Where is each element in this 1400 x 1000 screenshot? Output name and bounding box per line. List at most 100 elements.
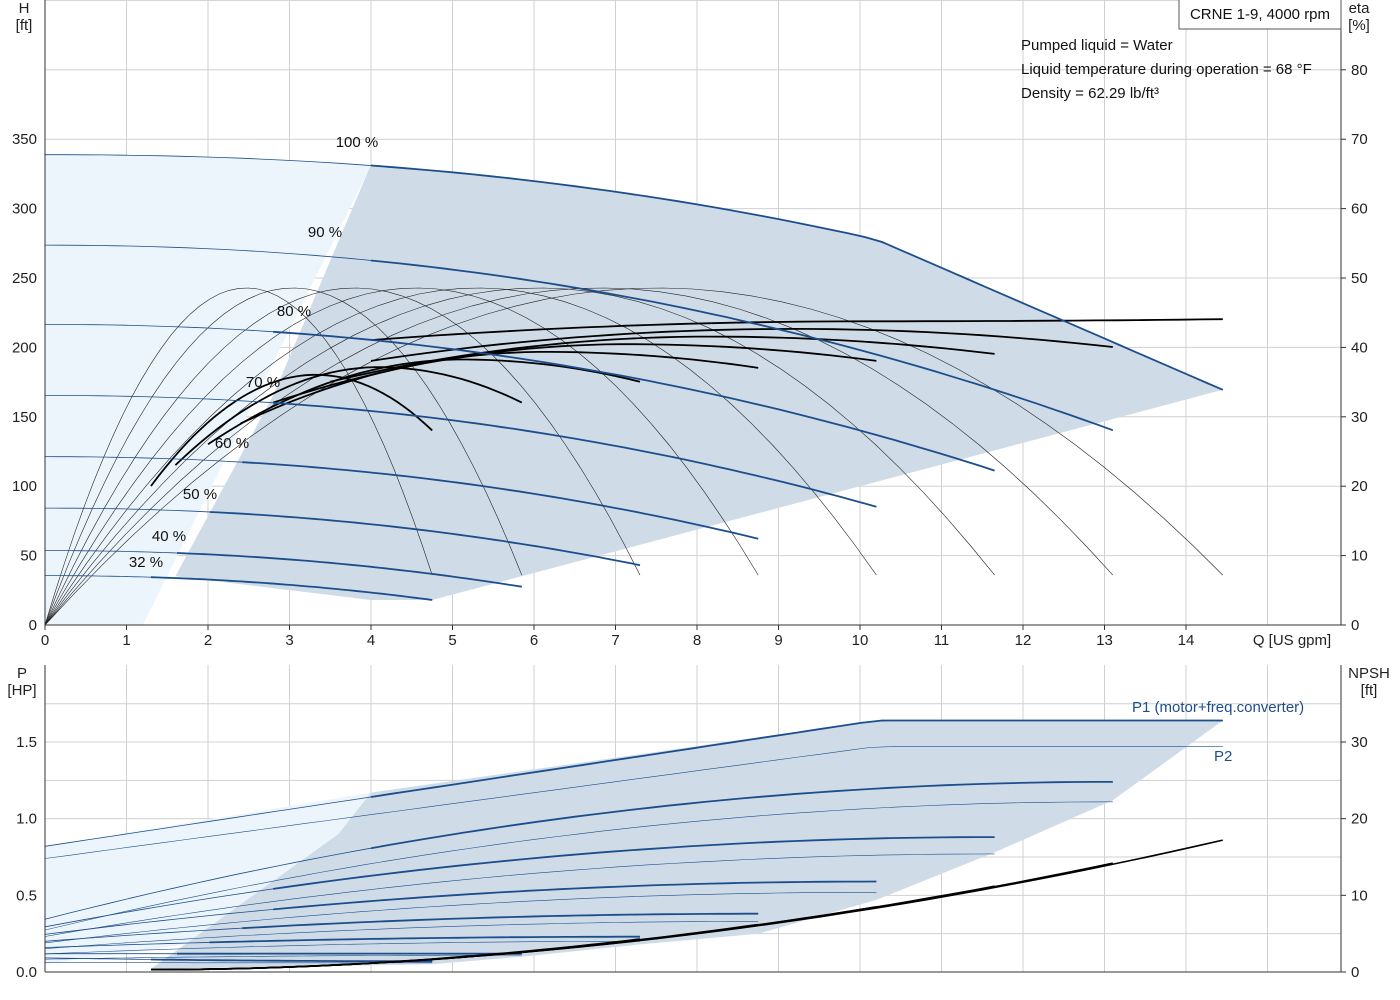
top-right-axis-label-1: eta xyxy=(1349,0,1371,17)
x-tick-label-7: 7 xyxy=(611,632,619,649)
eta-tick-label-7: 70 xyxy=(1351,131,1368,148)
eta-tick-label-6: 60 xyxy=(1351,201,1368,218)
bottom-left-axis-label-2: [HP] xyxy=(7,682,36,699)
h-tick-label-1: 50 xyxy=(20,548,37,565)
p2-thin-curve-70 xyxy=(44,892,877,944)
x-tick-label-4: 4 xyxy=(367,632,375,649)
x-tick-label-0: 0 xyxy=(41,632,49,649)
x-tick-label-13: 13 xyxy=(1096,632,1113,649)
x-tick-label-14: 14 xyxy=(1178,632,1195,649)
bottom-right-axis-label-1: NPSH xyxy=(1348,665,1390,682)
p2-thin-curve-40 xyxy=(44,954,522,960)
head-curve-32 xyxy=(150,576,433,601)
head-curve-100 xyxy=(370,164,1224,391)
h-tick-label-6: 300 xyxy=(12,201,37,218)
x-tick-label-11: 11 xyxy=(934,632,950,649)
eta-tick-label-5: 50 xyxy=(1351,270,1368,287)
head-curve-90 xyxy=(370,259,1114,432)
npsh-tick-label-2: 20 xyxy=(1351,811,1368,828)
p2-thin-curve-60 xyxy=(44,921,759,949)
npsh-tick-label-0: 0 xyxy=(1351,964,1359,981)
p1-curve-60 xyxy=(242,912,759,930)
series-label-p1: P1 (motor+freq.converter) xyxy=(1132,699,1304,716)
eta-thin-curve-50 xyxy=(44,287,641,626)
p1-curve-90 xyxy=(370,781,1113,850)
head-operating-area xyxy=(175,164,1223,600)
eta-thick-curve-3 xyxy=(240,351,759,425)
top-left-axis-label-1: H xyxy=(19,0,30,17)
p2-thin-curve-80 xyxy=(44,853,995,937)
speed-label-2: 80 % xyxy=(277,303,311,320)
eta-thick-curve-4 xyxy=(272,343,877,404)
p1-curve-32 xyxy=(150,958,433,963)
head-curve-40 xyxy=(176,552,522,588)
series-label-p2: P2 xyxy=(1214,748,1232,765)
head-curve-70 xyxy=(273,401,877,508)
x-axis-label: Q [US gpm] xyxy=(1253,632,1331,649)
eta-tick-label-3: 30 xyxy=(1351,409,1368,426)
note-pumped-liquid: Pumped liquid = Water xyxy=(1021,37,1173,54)
title-box xyxy=(1178,0,1342,30)
bottom-left-axis-label-1: P xyxy=(17,665,27,682)
h-tick-label-7: 350 xyxy=(12,131,37,148)
eta-tick-label-4: 40 xyxy=(1351,339,1368,356)
power-light-area xyxy=(45,792,371,965)
speed-label-4: 60 % xyxy=(215,435,249,452)
h-tick-label-4: 200 xyxy=(12,339,37,356)
note-liquid-temperature: Liquid temperature during operation = 68… xyxy=(1021,61,1312,78)
top-left-axis-label-2: [ft] xyxy=(16,17,33,34)
p1-curve-50 xyxy=(209,935,640,944)
p-tick-label-3: 1.5 xyxy=(16,734,37,751)
h-tick-label-0: 0 xyxy=(29,617,37,634)
p-tick-label-2: 1.0 xyxy=(16,811,37,828)
npsh-curve-5 xyxy=(151,938,641,971)
h-tick-label-2: 100 xyxy=(12,478,37,495)
head-efficiency-panel: 100 %90 %80 %70 %60 %50 %40 %32 %0 1 2 3 4 5 6… xyxy=(12,0,1368,649)
eta-tick-label-1: 10 xyxy=(1351,548,1368,565)
eta-tick-label-8: 80 xyxy=(1351,62,1368,79)
eta-thick-curve-0 xyxy=(150,373,433,487)
speed-label-7: 32 % xyxy=(129,554,163,571)
eta-tick-label-0: 0 xyxy=(1351,617,1359,634)
x-tick-label-12: 12 xyxy=(1015,632,1032,649)
p2-thin-curve-100 xyxy=(44,746,1223,859)
eta-thick-curve-1 xyxy=(174,366,523,466)
x-tick-label-5: 5 xyxy=(448,632,456,649)
note-density: Density = 62.29 lb/ft³ xyxy=(1021,85,1159,102)
eta-thin-curve-70 xyxy=(44,287,877,626)
eta-thick-curve-5 xyxy=(330,335,995,383)
x-tick-label-6: 6 xyxy=(530,632,538,649)
x-tick-label-3: 3 xyxy=(285,632,293,649)
p1-curve-80 xyxy=(273,836,995,890)
p2-thin-curve-50 xyxy=(44,941,640,955)
head-curve-60 xyxy=(242,461,759,540)
eta-thick-curve-7 xyxy=(370,318,1223,341)
h-tick-label-3: 150 xyxy=(12,409,37,426)
speed-label-0: 100 % xyxy=(336,134,379,151)
speed-label-1: 90 % xyxy=(308,224,342,241)
eta-thin-curve-60 xyxy=(44,287,759,626)
speed-label-5: 50 % xyxy=(183,486,217,503)
npsh-tick-label-3: 30 xyxy=(1351,734,1368,751)
x-tick-label-2: 2 xyxy=(204,632,212,649)
x-tick-label-10: 10 xyxy=(852,632,869,649)
eta-tick-label-2: 20 xyxy=(1351,478,1368,495)
eta-thin-curve-40 xyxy=(44,287,523,626)
p1-curve-70 xyxy=(273,880,877,911)
eta-thick-curve-6 xyxy=(370,327,1113,362)
x-tick-label-9: 9 xyxy=(774,632,782,649)
head-curve-80 xyxy=(273,330,995,472)
title-box-text: CRNE 1-9, 4000 rpm xyxy=(1190,6,1330,23)
eta-thin-curve-80 xyxy=(44,287,995,626)
top-right-axis-label-2: [%] xyxy=(1348,17,1370,34)
head-curve-50 xyxy=(209,511,641,567)
npsh-tick-label-1: 10 xyxy=(1351,887,1368,904)
x-tick-label-8: 8 xyxy=(693,632,701,649)
p1-curve-100 xyxy=(370,719,1223,798)
head-light-area xyxy=(45,154,371,625)
h-tick-label-5: 250 xyxy=(12,270,37,287)
eta-thin-curve-100 xyxy=(44,287,1224,626)
p2-thin-curve-90 xyxy=(44,801,1113,931)
speed-label-6: 40 % xyxy=(152,528,186,545)
